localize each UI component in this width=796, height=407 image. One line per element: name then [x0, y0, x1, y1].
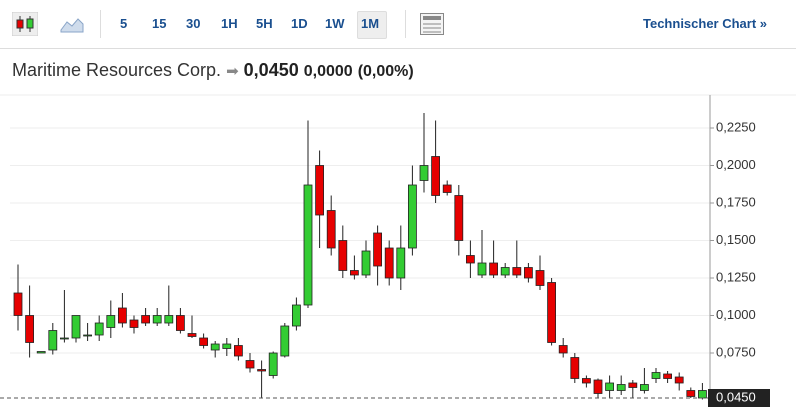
last-price-label: 0,0450 [716, 389, 756, 404]
candle-body [106, 315, 116, 328]
candle-body [199, 337, 209, 346]
candle-body [71, 315, 81, 339]
candle-body [431, 156, 441, 196]
candle-body [141, 315, 151, 324]
table-icon[interactable] [420, 13, 444, 35]
instrument-name: Maritime Resources Corp. [12, 60, 222, 80]
y-tick-label: 0,1500 [716, 232, 756, 247]
candle-body [535, 270, 545, 286]
candle-body [13, 292, 23, 316]
candle-body [524, 267, 533, 279]
candle-body [48, 330, 58, 351]
candle-body [36, 351, 46, 354]
candle-body [489, 262, 499, 276]
candle-body [674, 376, 684, 384]
candle-body [651, 372, 661, 379]
candle-body [118, 307, 127, 324]
y-tick-label: 0,1750 [716, 194, 756, 209]
candle-body [164, 315, 174, 324]
candle-body [268, 352, 278, 376]
candle-body [129, 319, 139, 328]
quote-header: Maritime Resources Corp. ➡ 0,0450 0,0000… [12, 60, 414, 81]
candle-body [605, 382, 614, 391]
separator [100, 10, 101, 38]
candle-body [698, 390, 707, 399]
area-icon[interactable] [60, 14, 84, 34]
candle-body [593, 379, 603, 394]
candle-body [94, 322, 104, 336]
y-tick-label: 0,1000 [716, 307, 756, 322]
candle-body [407, 184, 417, 249]
y-tick-label: 0,1250 [716, 269, 756, 284]
separator [405, 10, 406, 38]
candle-body [454, 195, 464, 241]
candle-body [291, 304, 301, 327]
candle-body [558, 345, 568, 354]
candle-body [419, 165, 429, 181]
candle-body [152, 315, 162, 324]
candle-body [373, 232, 383, 267]
candle-body [640, 384, 649, 391]
interval-button[interactable]: 1M [361, 16, 380, 31]
candle-body [547, 282, 556, 343]
interval-button[interactable]: 5H [256, 16, 273, 31]
y-tick-label: 0,0750 [716, 344, 756, 359]
interval-button[interactable]: 30 [186, 16, 201, 31]
candle-body [25, 315, 35, 343]
candle-body [315, 165, 325, 216]
arrow-icon: ➡ [226, 63, 239, 80]
interval-button[interactable]: 15 [152, 16, 167, 31]
candle-body [396, 247, 406, 279]
y-tick-label: 0,2250 [716, 119, 756, 134]
candle-body [222, 343, 232, 349]
candle-body [303, 184, 313, 306]
candle-body [500, 267, 510, 276]
candle-body [442, 184, 452, 193]
candle-body [616, 384, 626, 391]
technical-chart-link[interactable]: Technischer Chart » [643, 16, 768, 31]
candle-body [233, 345, 243, 357]
candle-body [477, 262, 487, 276]
candle-body [628, 382, 638, 388]
interval-button[interactable]: 1D [291, 16, 308, 31]
interval-button[interactable]: 5 [120, 16, 128, 31]
change-pct: (0,00%) [357, 63, 414, 80]
selected-bg [357, 11, 387, 39]
candle-body [663, 373, 672, 379]
last-price-box [708, 389, 770, 407]
candle-body [349, 270, 359, 276]
candle-body [187, 333, 197, 337]
candle-body [210, 343, 220, 351]
candle-body [582, 378, 591, 384]
candle-body [465, 255, 475, 264]
candle-body [384, 247, 394, 279]
interval-button[interactable]: 1W [325, 16, 345, 31]
candle-body [280, 325, 290, 357]
candle-body [175, 315, 185, 331]
candle-body [257, 369, 267, 372]
candle-body [686, 390, 696, 397]
candle-body [326, 210, 336, 249]
candle-body [245, 360, 255, 369]
candle-body [361, 250, 371, 276]
candle-body [512, 267, 522, 276]
candle-body [83, 334, 92, 337]
change: 0,0000 [303, 63, 353, 80]
candle-body [60, 337, 69, 340]
toolbar: 515301H5H1D1W1M1M Technischer Chart » [0, 0, 796, 49]
y-tick-label: 0,2000 [716, 157, 756, 172]
price: 0,0450 [243, 60, 299, 80]
candle-body [338, 240, 348, 271]
interval-button[interactable]: 1H [221, 16, 238, 31]
candle-icon[interactable] [12, 12, 38, 36]
candle-body [570, 357, 580, 379]
